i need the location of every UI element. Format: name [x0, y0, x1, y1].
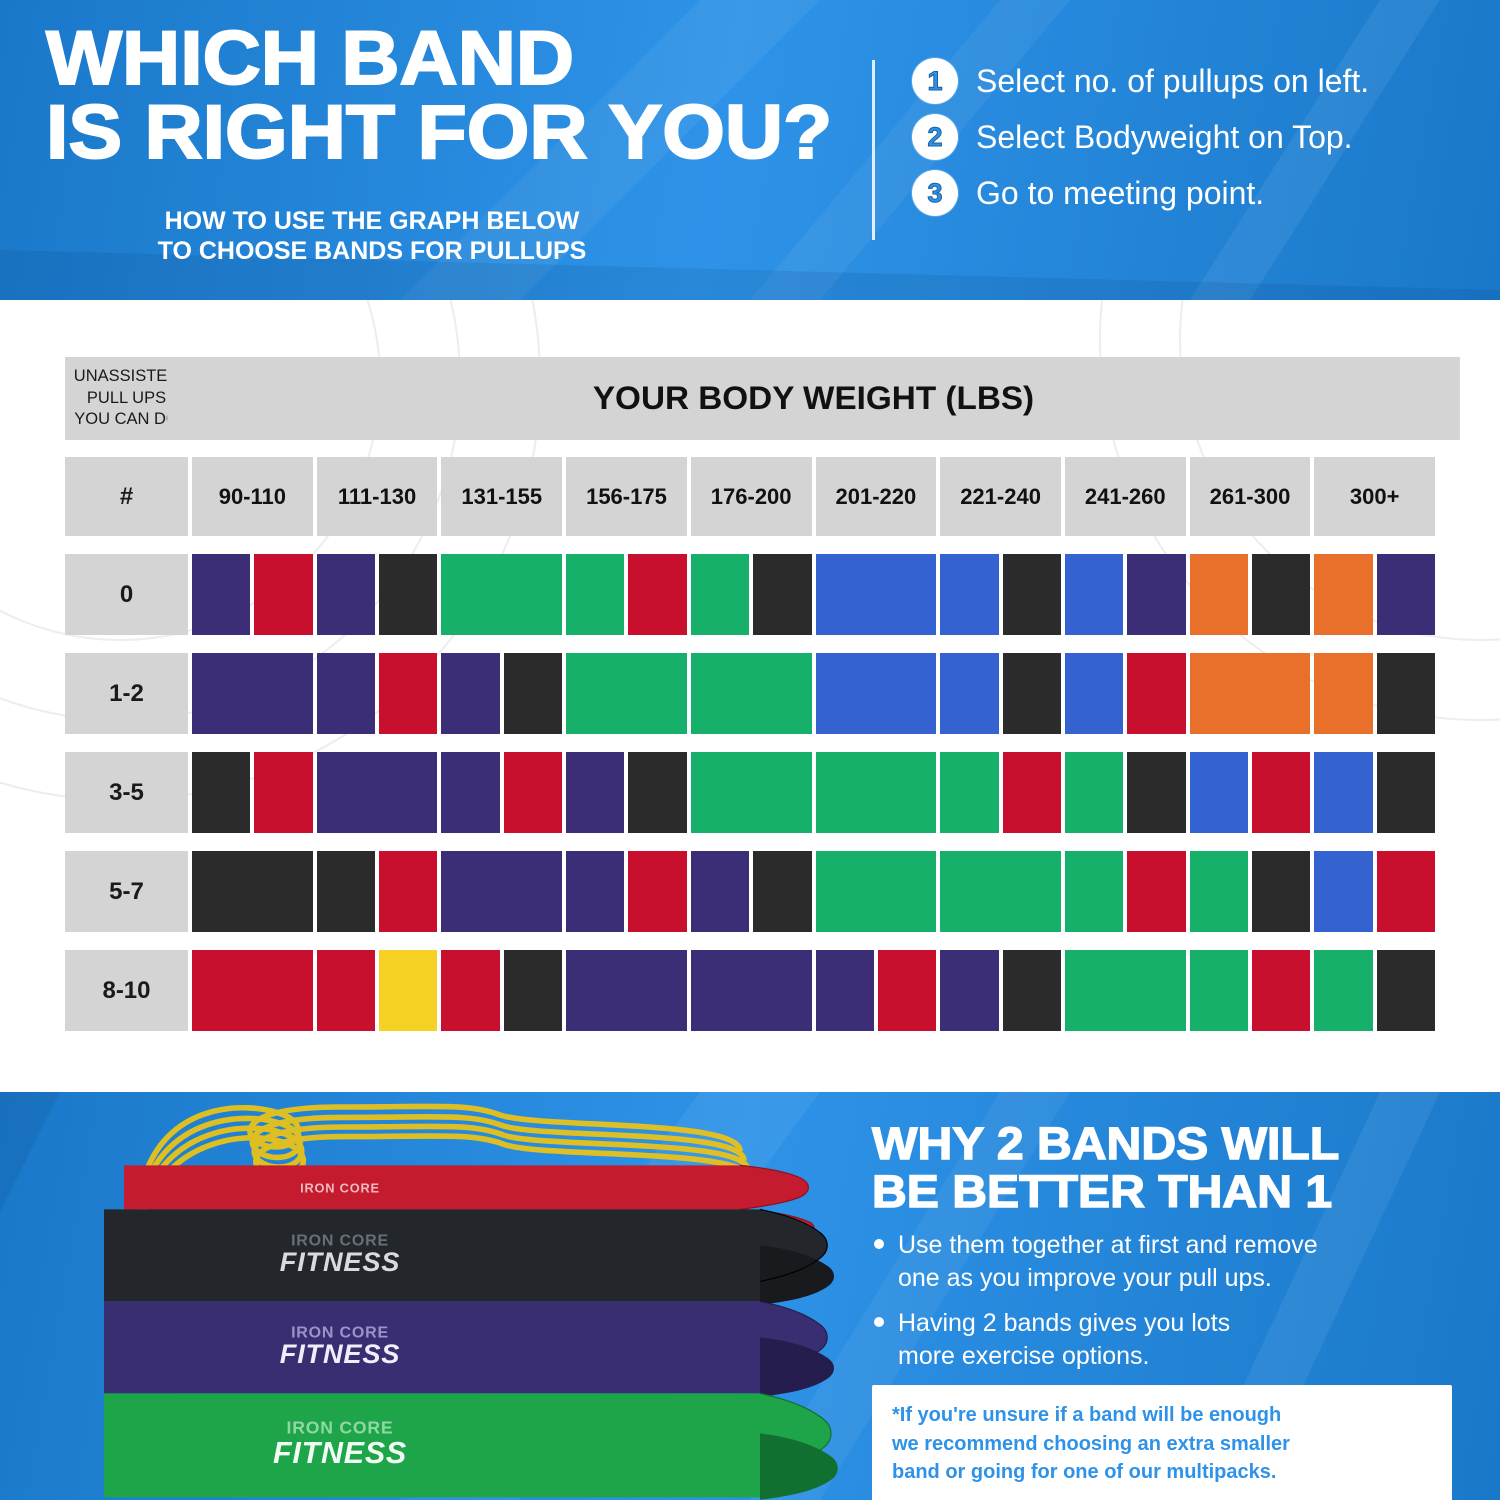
svg-text:IRON CORE: IRON CORE [300, 1181, 380, 1196]
svg-text:FITNESS: FITNESS [280, 1338, 400, 1369]
svg-text:IRON CORE: IRON CORE [287, 1417, 394, 1437]
svg-text:FITNESS: FITNESS [280, 1246, 400, 1277]
svg-text:FITNESS: FITNESS [273, 1436, 407, 1470]
